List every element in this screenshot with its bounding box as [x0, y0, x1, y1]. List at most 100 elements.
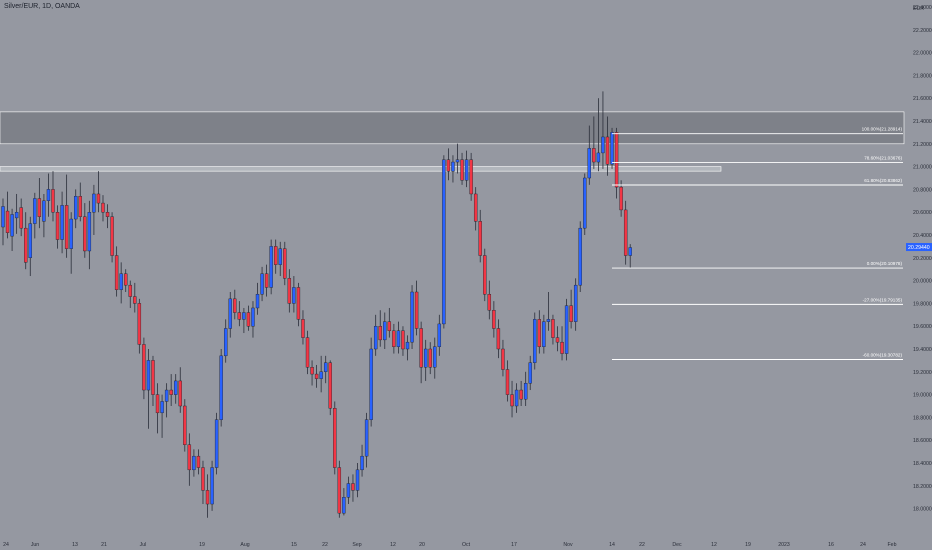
candle-up[interactable] — [373, 326, 378, 350]
candle-up[interactable] — [610, 132, 614, 165]
candle-down[interactable] — [246, 312, 251, 327]
candle-down[interactable] — [124, 273, 128, 286]
candle-up[interactable] — [69, 218, 73, 249]
candle-down[interactable] — [378, 326, 382, 341]
candle-up[interactable] — [228, 298, 232, 329]
candle-up[interactable] — [455, 159, 460, 163]
candle-up[interactable] — [60, 205, 64, 240]
candle-down[interactable] — [133, 296, 137, 304]
candle-down[interactable] — [237, 312, 242, 320]
candle-down[interactable] — [333, 408, 337, 468]
candle-down[interactable] — [205, 490, 210, 505]
candle-up[interactable] — [164, 389, 169, 402]
candle-up[interactable] — [219, 355, 223, 420]
candle-up[interactable] — [360, 455, 364, 471]
candle-down[interactable] — [51, 189, 55, 213]
candle-up[interactable] — [383, 321, 387, 341]
candle-down[interactable] — [505, 369, 510, 395]
candle-up[interactable] — [160, 401, 164, 414]
candle-down[interactable] — [310, 367, 314, 375]
candle-down[interactable] — [478, 221, 482, 256]
candle-down[interactable] — [155, 394, 160, 414]
candle-up[interactable] — [546, 319, 551, 322]
candle-down[interactable] — [414, 291, 419, 329]
candle-up[interactable] — [33, 198, 37, 224]
candle-up[interactable] — [628, 247, 632, 256]
candle-down[interactable] — [569, 305, 573, 322]
candle-down[interactable] — [337, 467, 342, 514]
candle-down[interactable] — [233, 298, 237, 313]
candle-down[interactable] — [537, 319, 542, 347]
candle-up[interactable] — [224, 328, 228, 357]
candle-up[interactable] — [433, 346, 437, 368]
candle-down[interactable] — [328, 362, 332, 409]
candle-up[interactable] — [542, 321, 546, 347]
candle-up[interactable] — [523, 383, 528, 400]
candle-up[interactable] — [146, 360, 151, 391]
candle-down[interactable] — [128, 284, 132, 297]
candle-up[interactable] — [364, 419, 369, 457]
candle-down[interactable] — [5, 210, 10, 233]
candle-down[interactable] — [183, 405, 187, 445]
candle-up[interactable] — [260, 273, 264, 295]
candle-down[interactable] — [283, 248, 287, 279]
candle-down[interactable] — [314, 373, 319, 379]
candle-up[interactable] — [410, 291, 414, 343]
candle-down[interactable] — [605, 136, 610, 165]
candle-up[interactable] — [74, 196, 78, 220]
candle-up[interactable] — [573, 284, 578, 322]
candle-down[interactable] — [592, 148, 596, 163]
candle-down[interactable] — [105, 211, 110, 217]
candle-up[interactable] — [442, 159, 446, 325]
candle-down[interactable] — [37, 198, 42, 217]
candle-up[interactable] — [42, 200, 46, 222]
candle-down[interactable] — [178, 380, 182, 407]
candle-up[interactable] — [323, 362, 328, 372]
candle-down[interactable] — [473, 193, 478, 222]
candle-up[interactable] — [437, 323, 442, 347]
candle-down[interactable] — [110, 216, 114, 256]
candle-up[interactable] — [578, 227, 582, 286]
candle-up[interactable] — [292, 287, 296, 304]
candle-up[interactable] — [451, 161, 455, 172]
candle-down[interactable] — [83, 216, 87, 252]
candle-down[interactable] — [551, 319, 555, 338]
candle-down[interactable] — [619, 186, 623, 211]
candle-down[interactable] — [196, 455, 201, 468]
candle-down[interactable] — [469, 159, 473, 195]
candle-up[interactable] — [46, 189, 51, 201]
candle-down[interactable] — [274, 246, 278, 265]
candle-up[interactable] — [10, 214, 14, 237]
candle-down[interactable] — [137, 303, 142, 345]
candle-down[interactable] — [387, 321, 392, 331]
candle-up[interactable] — [533, 319, 537, 363]
candle-up[interactable] — [587, 148, 592, 179]
candle-up[interactable] — [269, 246, 273, 288]
candle-down[interactable] — [560, 341, 564, 354]
candle-down[interactable] — [492, 310, 496, 329]
candle-up[interactable] — [355, 469, 360, 491]
candle-up[interactable] — [214, 419, 219, 468]
candle-up[interactable] — [564, 305, 569, 354]
candle-down[interactable] — [446, 159, 451, 172]
candle-down[interactable] — [401, 330, 405, 350]
candle-up[interactable] — [14, 211, 19, 219]
candle-down[interactable] — [305, 337, 310, 368]
candle-up[interactable] — [583, 177, 587, 229]
candle-down[interactable] — [301, 319, 305, 338]
candle-up[interactable] — [405, 341, 410, 350]
candle-down[interactable] — [460, 159, 464, 181]
candle-down[interactable] — [96, 193, 101, 204]
candle-down[interactable] — [114, 255, 119, 290]
candle-up[interactable] — [423, 348, 428, 368]
candle-down[interactable] — [142, 344, 146, 391]
candle-down[interactable] — [169, 389, 173, 395]
candle-down[interactable] — [78, 196, 82, 217]
candle-up[interactable] — [369, 348, 373, 420]
candle-down[interactable] — [351, 483, 355, 491]
candle-down[interactable] — [264, 273, 269, 288]
candle-up[interactable] — [174, 380, 178, 395]
candle-up[interactable] — [28, 223, 32, 259]
candle-down[interactable] — [201, 467, 205, 491]
